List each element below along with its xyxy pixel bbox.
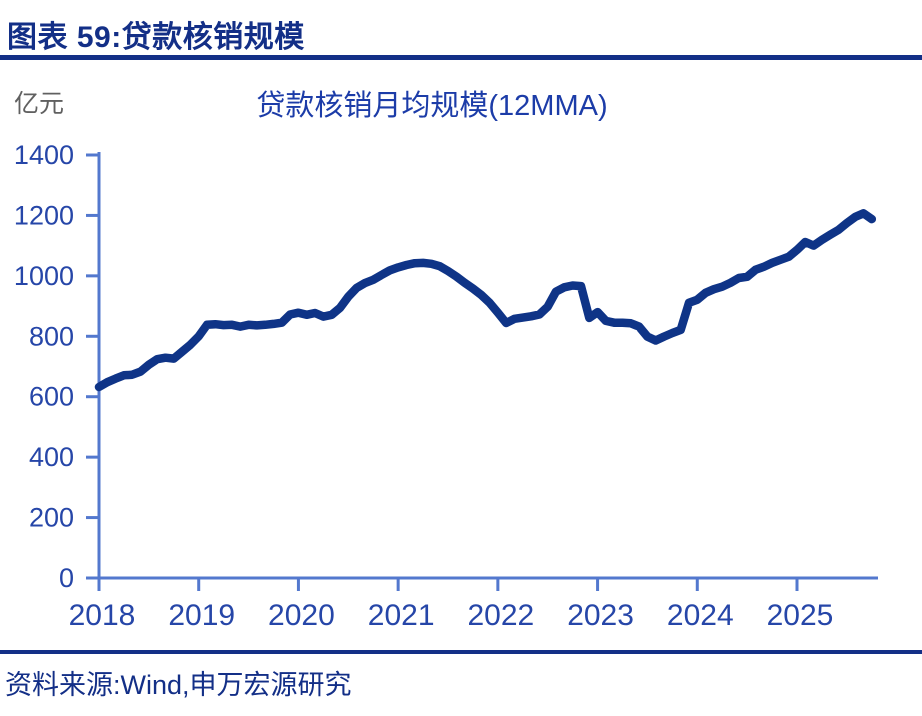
y-tick-label: 1000 [14, 261, 74, 291]
y-tick-label: 800 [29, 321, 74, 351]
y-tick-label: 1400 [14, 140, 74, 170]
x-tick-label: 2021 [368, 599, 435, 632]
x-tick-label: 2019 [168, 599, 235, 632]
figure-header-title: 图表 59:贷款核销规模 [7, 21, 305, 54]
chart-plot: 0 200 400 600 800 1000 1200 1400 2018 2019 2020 202… [14, 140, 878, 632]
y-axis-unit-label: 亿元 [14, 90, 65, 118]
x-tick-label: 2025 [767, 599, 834, 632]
x-tick-label: 2024 [667, 599, 734, 632]
y-tick-label: 0 [59, 563, 74, 593]
y-tick-label: 200 [29, 503, 74, 533]
y-tick-label: 600 [29, 382, 74, 412]
x-tick-label: 2018 [69, 599, 136, 632]
header-rule [0, 55, 922, 60]
x-tick-label: 2020 [268, 599, 335, 632]
chart-title: 贷款核销月均规模(12MMA) [256, 90, 608, 122]
x-tick-label: 2023 [567, 599, 634, 632]
footer-rule [0, 650, 922, 654]
source-text: 资料来源:Wind,申万宏源研究 [5, 670, 352, 700]
y-tick-label: 400 [29, 442, 74, 472]
series-line [94, 209, 877, 392]
x-tick-label: 2022 [467, 599, 534, 632]
y-tick-label: 1200 [14, 200, 74, 230]
